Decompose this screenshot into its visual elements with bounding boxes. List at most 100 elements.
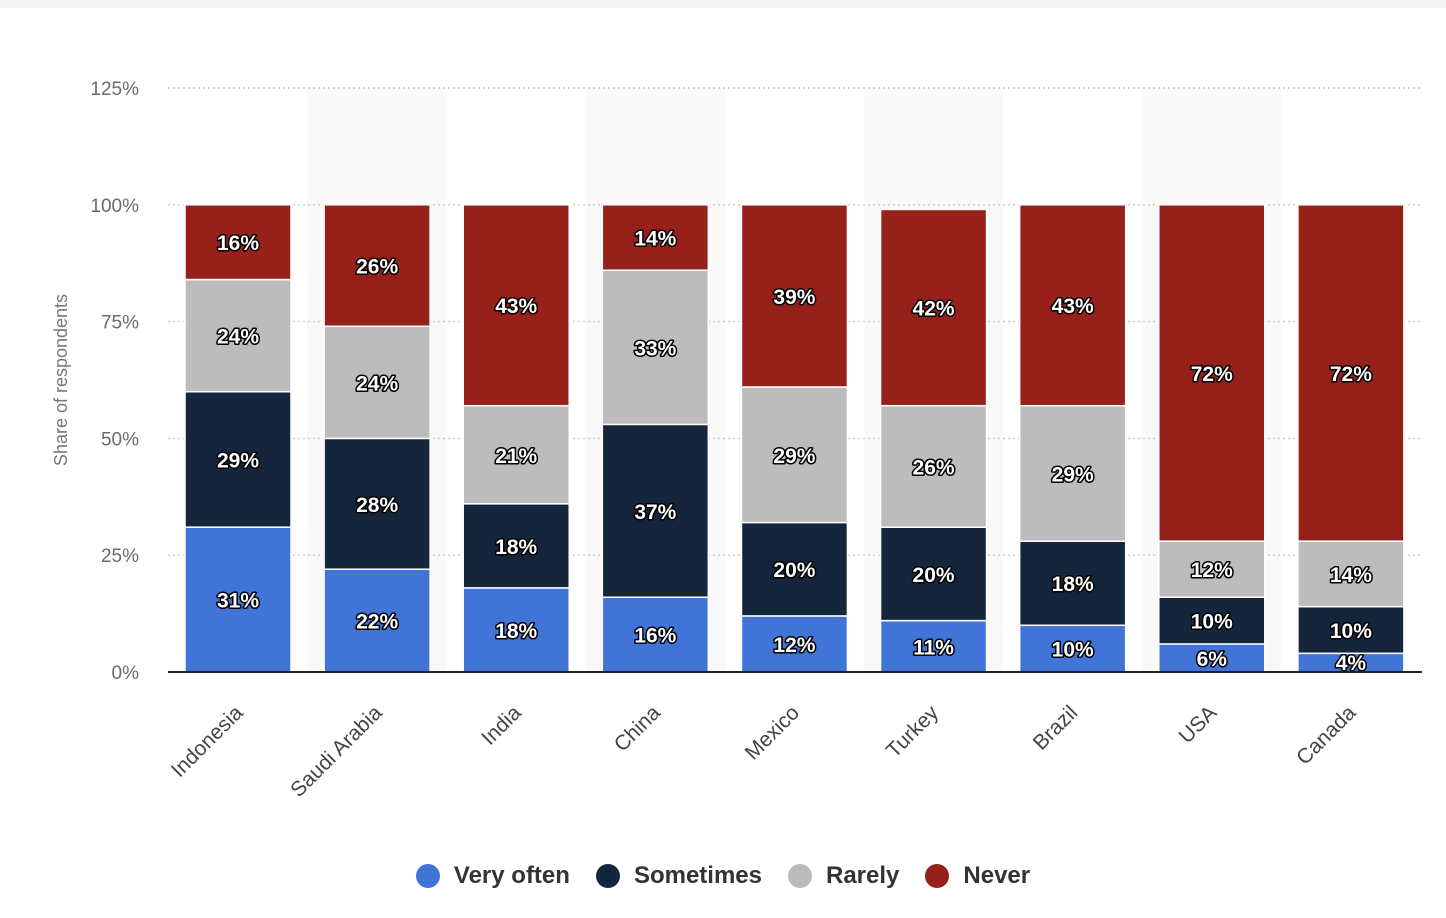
bar-segment[interactable] [1297, 605, 1405, 655]
bar-segment[interactable] [601, 269, 710, 426]
data-label: 29% [217, 449, 259, 472]
x-category-label: Canada [1292, 701, 1361, 770]
y-tick-label: 100% [90, 196, 139, 217]
data-label: 37% [634, 501, 676, 524]
bar-stack: 11% 20% 26% 42% [879, 208, 988, 673]
bar-stack: 10% 18% 29% 43% [1018, 204, 1127, 673]
data-label: 18% [495, 620, 537, 643]
data-label: 18% [1052, 573, 1094, 596]
bar-segment[interactable] [601, 204, 710, 271]
legend: Very often Sometimes Rarely Never [0, 856, 1446, 896]
legend-marker [788, 864, 812, 888]
data-label: 43% [495, 295, 537, 318]
bar-segment[interactable] [462, 587, 570, 673]
bar-stack: 22% 28% 24% 26% [323, 204, 431, 673]
legend-label: Sometimes [633, 862, 762, 889]
bar-segment[interactable] [184, 278, 292, 393]
x-category-label: India [477, 701, 526, 750]
bar-segment[interactable] [879, 404, 988, 528]
y-axis-ticks: 0% 25% 50% 75% 100% 125% [90, 79, 139, 684]
data-label: 20% [913, 564, 955, 587]
data-label: 22% [356, 611, 398, 634]
data-label: 33% [634, 337, 676, 360]
bar-stack: 31% 29% 24% 16% [184, 204, 292, 673]
legend-label: Rarely [826, 862, 900, 889]
bar-segment[interactable] [1018, 540, 1127, 627]
bar-segment[interactable] [601, 423, 710, 598]
x-category-label: Brazil [1029, 701, 1082, 754]
bar-segment[interactable] [1018, 404, 1127, 542]
data-label: 14% [634, 228, 676, 251]
data-label: 10% [1330, 620, 1372, 643]
bar-segment[interactable] [879, 208, 988, 407]
bar-segment[interactable] [184, 390, 292, 528]
legend-label: Never [963, 862, 1031, 889]
data-label: 16% [217, 232, 259, 255]
x-category-label: Mexico [741, 701, 804, 764]
top-bar [0, 0, 1446, 8]
legend-marker [595, 864, 620, 888]
x-axis-categories: Indonesia Saudi Arabia India China Mexico Tur… [167, 701, 1361, 802]
data-label: 18% [495, 536, 537, 559]
data-label: 21% [495, 445, 537, 468]
data-label: 72% [1330, 363, 1372, 386]
bar-segment[interactable] [1018, 204, 1127, 407]
y-tick-label: 50% [101, 429, 139, 450]
data-label: 26% [913, 456, 955, 479]
bar-segment[interactable] [879, 526, 988, 622]
y-tick-label: 125% [90, 79, 139, 100]
data-label: 26% [356, 256, 398, 279]
legend-label: Very often [453, 862, 570, 889]
legend-marker [415, 864, 440, 888]
data-label: 12% [1191, 559, 1233, 582]
bar-segment[interactable] [323, 437, 431, 570]
data-label: 10% [1191, 611, 1233, 634]
x-category-label: Turkey [882, 701, 943, 762]
bar-segment[interactable] [1297, 204, 1405, 542]
y-tick-label: 0% [112, 663, 140, 684]
x-category-label: USA [1175, 701, 1222, 748]
bar-segment[interactable] [740, 521, 849, 617]
data-label: 28% [356, 494, 398, 517]
x-category-label: Saudi Arabia [286, 701, 387, 802]
bar-segment[interactable] [1158, 204, 1266, 542]
legend-item[interactable]: Sometimes [595, 862, 762, 890]
legend-marker [925, 864, 950, 888]
data-label: 12% [773, 634, 815, 657]
data-label: 31% [217, 590, 259, 613]
data-label: 72% [1191, 363, 1233, 386]
y-tick-label: 25% [101, 546, 139, 567]
bar-segment[interactable] [323, 568, 431, 673]
bar-segment[interactable] [462, 404, 570, 505]
data-label: 6% [1197, 648, 1228, 671]
data-label: 10% [1052, 639, 1094, 662]
bar-segment[interactable] [323, 204, 431, 328]
legend-item[interactable]: Rarely [788, 862, 899, 890]
data-label: 24% [356, 372, 398, 395]
bar-segment[interactable] [462, 204, 570, 407]
bar-stack: 6% 10% 12% 72% [1158, 204, 1266, 673]
bar-stack: 4%10%14%72% [1297, 204, 1405, 677]
y-axis-title: Share of respondents [51, 294, 71, 466]
bar-segment[interactable] [1297, 540, 1405, 608]
bar-segment[interactable] [462, 503, 570, 589]
data-label: 43% [1052, 295, 1094, 318]
bar-segment[interactable] [184, 204, 292, 281]
bar-stack: 16% 37% 33% 14% [601, 204, 710, 673]
x-category-label: Indonesia [167, 701, 248, 782]
bar-segment[interactable] [740, 386, 849, 524]
bar-segment[interactable] [184, 526, 292, 673]
data-label: 14% [1330, 564, 1372, 587]
bar-stack: 18% 18% 21% 43% [462, 204, 570, 673]
bar-segment[interactable] [740, 204, 849, 388]
data-label: 39% [773, 286, 815, 309]
bar-segment[interactable] [323, 325, 431, 440]
legend-item[interactable]: Never [925, 862, 1030, 890]
bar-segment[interactable] [601, 596, 710, 673]
legend-item[interactable]: Very often [415, 862, 570, 890]
data-label: 24% [217, 326, 259, 349]
bar-segment[interactable] [879, 619, 988, 673]
x-category-label: China [610, 701, 665, 756]
data-label: 11% [913, 636, 954, 659]
data-label: 20% [773, 559, 815, 582]
